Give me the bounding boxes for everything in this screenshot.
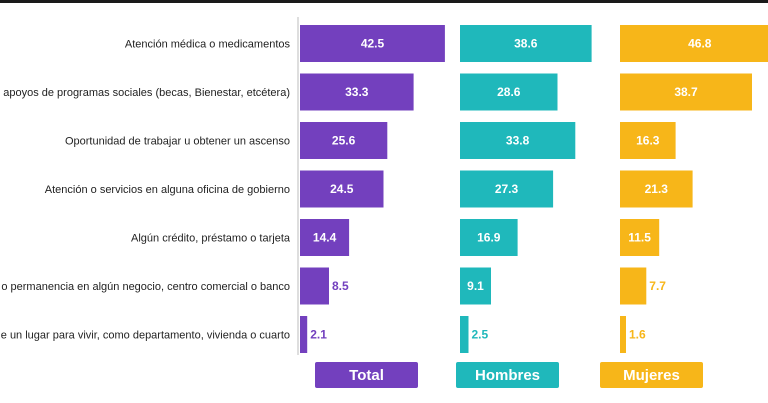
category-label: ada o permanencia en algún negocio, cent… [0, 281, 290, 293]
value-label: 21.3 [645, 182, 669, 196]
legend-label-hombres: Hombres [474, 366, 541, 384]
value-label: 14.4 [313, 231, 337, 245]
value-label: 7.7 [649, 279, 666, 293]
value-label: 2.1 [310, 328, 327, 342]
bar-hombres [460, 25, 592, 62]
value-label: 28.6 [497, 85, 521, 99]
bar-mujeres [620, 122, 676, 159]
category-labels: Atención médica o medicamentos cibir apoy… [0, 39, 291, 342]
bar-total [300, 122, 388, 159]
bar-hombres [460, 73, 558, 111]
legend-label-total: Total [349, 366, 384, 384]
category-label: cibir apoyos de programas sociales (beca… [0, 87, 290, 99]
value-label: 9.1 [467, 279, 484, 293]
bar-hombres [460, 170, 554, 208]
value-label: 24.5 [330, 182, 354, 196]
value-label: 2.5 [472, 328, 489, 342]
bar-mujeres [620, 267, 647, 305]
value-label: 42.5 [361, 37, 385, 51]
bar-total [300, 316, 308, 353]
bar-total [300, 219, 350, 256]
bar-mujeres [620, 170, 693, 208]
legend-total: Total [315, 362, 418, 388]
value-label: 33.3 [345, 85, 369, 99]
bar-mujeres [620, 25, 768, 62]
value-label: 38.7 [674, 85, 698, 99]
bar-series-group: 42.5 33.3 25.6 24.5 14.4 8.5 2.1 38.6 28.6 33.8 27… [300, 25, 768, 353]
category-label: Atención médica o medicamentos [125, 39, 291, 51]
bar-chart: Atención médica o medicamentos cibir apoy… [0, 17, 768, 355]
value-label: 33.8 [506, 134, 530, 148]
value-label: 46.8 [688, 37, 712, 51]
bar-total [300, 25, 445, 62]
bar-total [300, 73, 414, 111]
bar-hombres [460, 122, 576, 159]
bar-mujeres [620, 73, 752, 111]
bar-mujeres [620, 219, 660, 256]
value-label: 8.5 [332, 279, 349, 293]
legend-mujeres: Mujeres [600, 362, 703, 388]
bar-total [300, 170, 384, 208]
value-label: 11.5 [628, 231, 651, 245]
legend-label-mujeres: Mujeres [623, 366, 680, 384]
value-label: 16.9 [477, 231, 501, 245]
category-label: ta de un lugar para vivir, como departam… [0, 330, 290, 342]
value-label: 16.3 [636, 134, 660, 148]
category-label: Oportunidad de trabajar u obtener un asc… [65, 136, 290, 148]
bar-total [300, 267, 329, 305]
value-label: 1.6 [629, 328, 646, 342]
bar-hombres [460, 267, 491, 305]
value-label: 25.6 [332, 134, 356, 148]
value-label: 27.3 [495, 182, 519, 196]
bar-hombres [460, 219, 518, 256]
category-label: Algún crédito, préstamo o tarjeta [131, 233, 291, 245]
bar-mujeres [620, 316, 626, 353]
value-label: 38.6 [514, 37, 538, 51]
legend-hombres: Hombres [456, 362, 559, 388]
category-label: Atención o servicios en alguna oficina d… [45, 184, 290, 196]
bar-hombres [460, 316, 469, 353]
